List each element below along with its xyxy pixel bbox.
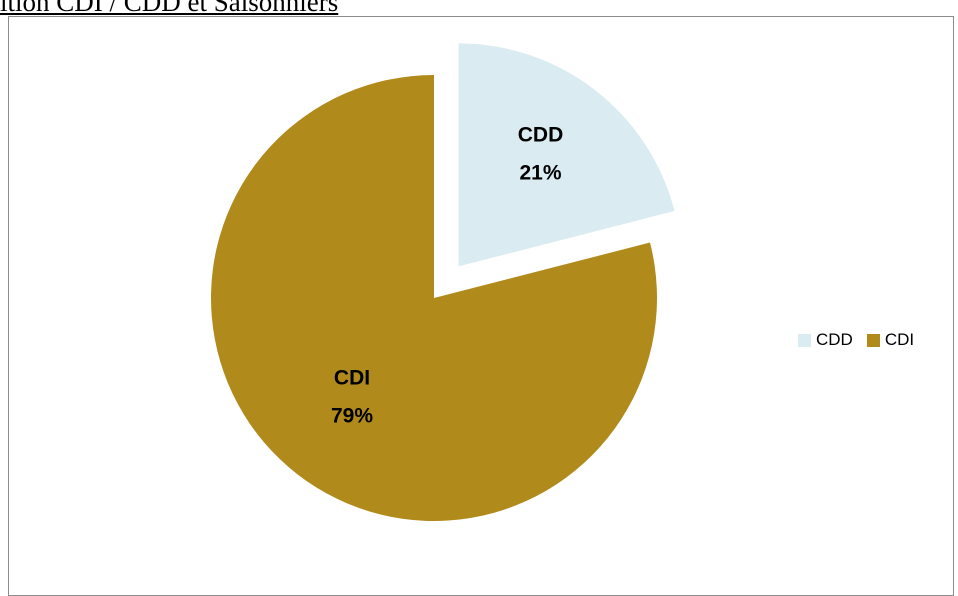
data-label-cdd: CDD 21% <box>518 124 564 185</box>
legend-swatch-cdd <box>798 333 811 347</box>
page-title: ition CDI / CDD et Saisonniers <box>0 0 339 17</box>
chart-legend: CDD CDI <box>798 330 914 350</box>
pie-slice-labels: CDD 21% CDI 79% <box>331 124 563 428</box>
pie-chart: CDD 21% CDI 79% <box>211 43 675 521</box>
legend-swatch-cdi <box>866 333 880 347</box>
legend-label-cdi: CDI <box>884 330 915 349</box>
legend-label-cdd: CDD <box>816 330 853 349</box>
legend-item-cdi: CDI <box>866 330 915 350</box>
legend-item-cdd: CDD <box>798 330 853 350</box>
pie-slices <box>211 43 675 521</box>
pie-slice-cdd <box>458 43 675 267</box>
pie-slice-cdi <box>211 75 657 521</box>
data-label-cdi: CDI 79% <box>331 367 373 428</box>
